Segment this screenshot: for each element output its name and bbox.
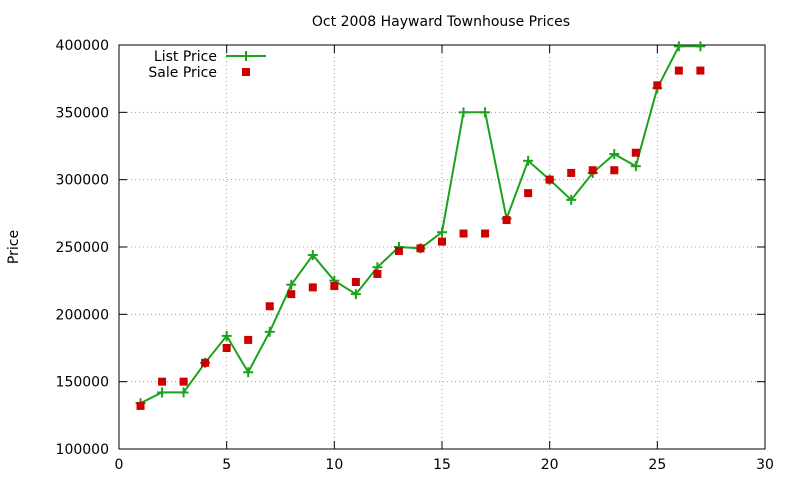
y-tick-label: 200000 [56,307,109,323]
sale-price-point [201,358,210,367]
sale-price-point [179,377,188,386]
chart-title: Oct 2008 Hayward Townhouse Prices [312,14,570,30]
sale-price-point [610,166,619,175]
x-tick-label: 30 [756,457,774,473]
x-tick-label: 10 [325,457,343,473]
list-price-point [178,387,189,398]
list-price-point [673,41,684,52]
grid-lines [119,45,765,449]
y-axis-label: Price [6,230,22,264]
sale-price-point [459,229,468,238]
sale-price-point [588,166,597,175]
list-price-point [437,227,447,238]
series-layer [135,41,706,410]
sale-price-point [631,148,640,157]
legend-plus-marker [241,51,251,61]
y-tick-label: 400000 [56,38,109,54]
sale-price-point [545,175,554,184]
x-tick-label: 0 [115,457,124,473]
sale-price-point [416,244,425,253]
axis-ticks: 0 5 10 15 20 25 30 100000 150000 200000 250000 3000… [56,38,774,473]
list-price-point [350,289,361,300]
y-tick-label: 300000 [56,173,109,189]
sale-price-point [524,189,533,198]
series-list-price [135,41,706,409]
sale-price-point [567,168,576,177]
sale-price-point [287,290,296,299]
list-price-point [523,155,534,166]
sale-price-point [222,344,231,352]
sale-price-point [158,377,167,386]
list-price-point [264,326,275,337]
list-price-point [243,367,254,378]
x-tick-label: 15 [433,457,451,473]
x-tick-label: 20 [541,457,559,473]
list-price-point [458,107,469,118]
legend-label: Sale Price [148,65,217,81]
legend-square-marker [242,68,250,76]
list-price-point [307,250,318,261]
sale-price-point [330,282,339,291]
sale-price-point [674,66,683,75]
list-price-point [221,330,232,341]
y-tick-label: 350000 [56,105,109,121]
sale-price-point [438,237,446,246]
sale-price-point [373,269,382,278]
sale-price-point [265,302,274,311]
y-tick-label: 100000 [56,442,109,458]
sale-price-point [481,229,490,238]
list-price-point [630,161,641,172]
sale-price-point [394,247,403,256]
y-tick-label: 250000 [56,240,109,256]
list-price-point [157,387,168,398]
sale-price-point [244,335,253,344]
sale-price-point [136,401,145,410]
y-tick-label: 150000 [56,375,109,391]
sale-price-point [696,66,705,75]
x-tick-label: 25 [648,457,666,473]
series-sale-price [136,66,705,410]
sale-price-point [308,283,317,292]
list-price-point [286,279,297,290]
list-price-point [695,41,706,52]
legend-label: List Price [154,49,217,65]
x-tick-label: 5 [222,457,231,473]
sale-price-point [351,278,360,287]
list-price-point [609,149,620,160]
list-price-point [566,194,577,205]
list-price-point [480,107,491,118]
sale-price-point [653,81,662,90]
sale-price-point [502,216,511,225]
